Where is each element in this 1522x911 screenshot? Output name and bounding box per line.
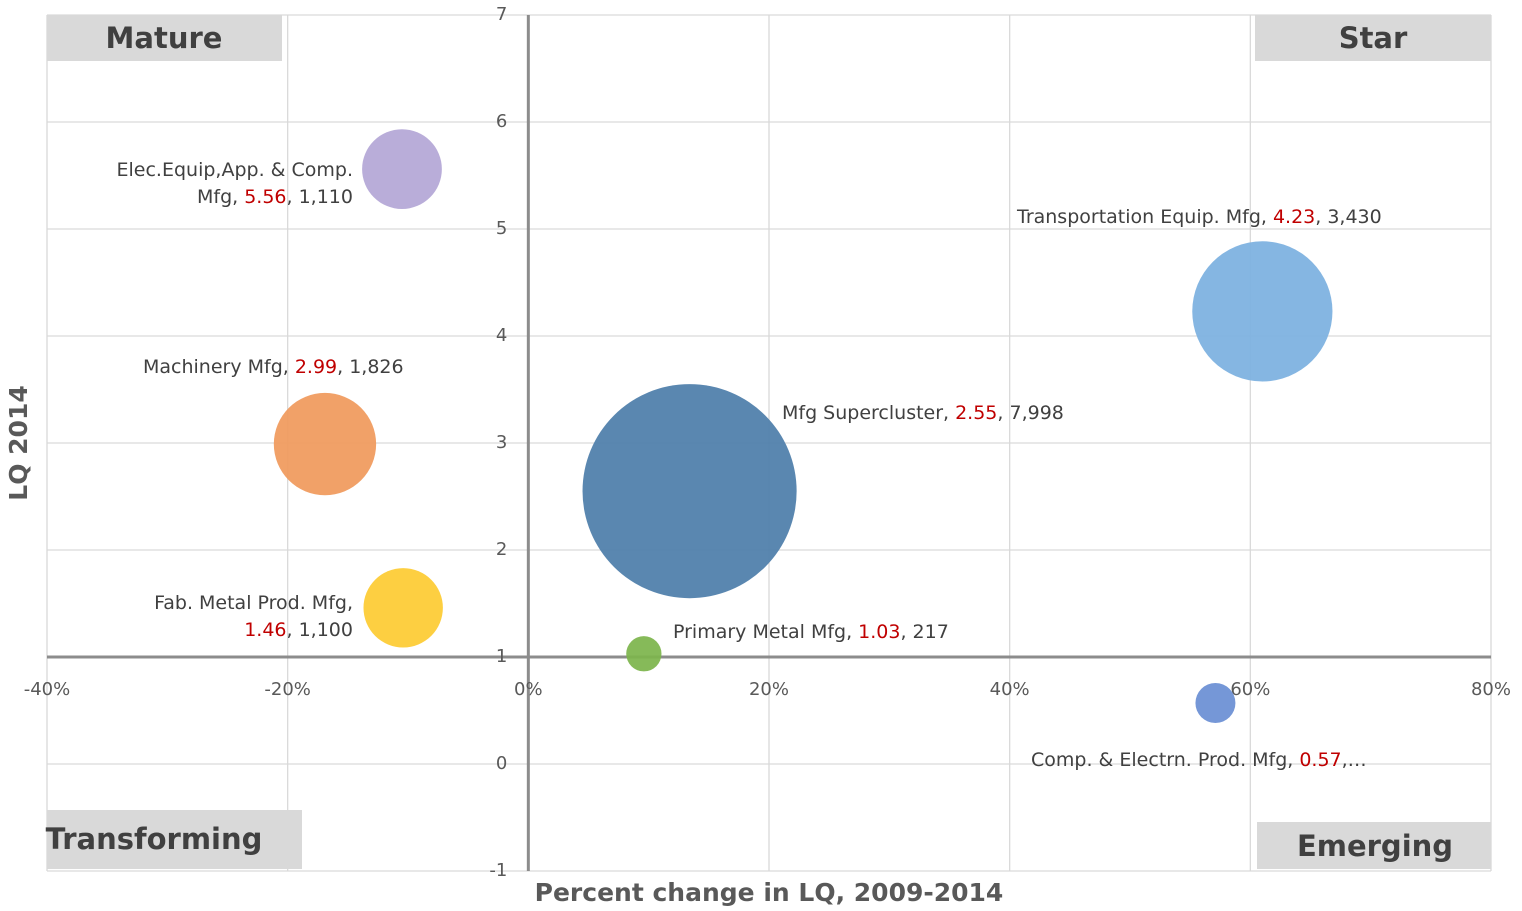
bubble (626, 636, 662, 672)
label-name: Primary Metal Mfg, (673, 621, 852, 643)
label-name: Machinery Mfg, (143, 356, 289, 378)
quadrant-label: Emerging (1297, 829, 1453, 863)
label-name: Mfg, (197, 186, 238, 208)
quadrant-label: Transforming (46, 822, 263, 856)
data-label: 1.46, 1,100 (244, 619, 353, 641)
size-label: , 1,100 (287, 619, 353, 641)
value-label: 1.03 (858, 621, 900, 643)
x-tick-label: -20% (264, 679, 311, 700)
x-tick-label: 20% (749, 679, 789, 700)
data-label: Machinery Mfg, 2.99, 1,826 (143, 356, 404, 378)
data-label: Primary Metal Mfg, 1.03, 217 (673, 621, 949, 643)
label-name: Fab. Metal Prod. Mfg, (154, 592, 353, 614)
bubble (362, 129, 442, 209)
size-label: , 1,110 (287, 186, 353, 208)
x-tick-label: 60% (1230, 679, 1270, 700)
y-tick-label: 1 (496, 646, 507, 667)
label-name: Mfg Supercluster, (782, 402, 949, 424)
size-label: , 7,998 (997, 402, 1063, 424)
data-label: Mfg, 5.56, 1,110 (197, 186, 353, 208)
x-tick-label: 0% (514, 679, 543, 700)
value-label: 0.57 (1299, 749, 1341, 771)
value-label: 4.23 (1273, 206, 1315, 228)
x-tick-label: 80% (1471, 679, 1511, 700)
y-tick-label: 2 (496, 539, 507, 560)
x-axis-title: Percent change in LQ, 2009-2014 (535, 878, 1004, 907)
y-tick-label: -1 (489, 860, 507, 881)
quadrant-box (1257, 822, 1491, 869)
bubble (273, 392, 377, 496)
value-label: 2.99 (295, 356, 337, 378)
size-label: ,… (1342, 749, 1367, 771)
data-label: Comp. & Electrn. Prod. Mfg, 0.57,… (1031, 749, 1367, 771)
y-tick-label: 0 (496, 753, 507, 774)
y-tick-label: 5 (496, 218, 507, 239)
label-name: Comp. & Electrn. Prod. Mfg, (1031, 749, 1293, 771)
value-label: 2.55 (955, 402, 997, 424)
quadrant-box (47, 15, 282, 61)
value-label: 1.46 (244, 619, 286, 641)
bubble (582, 384, 797, 599)
size-label: , 217 (900, 621, 948, 643)
quadrant-box (1255, 15, 1491, 61)
size-label: , 3,430 (1315, 206, 1381, 228)
y-tick-label: 6 (496, 111, 507, 132)
size-label: , 1,826 (337, 356, 403, 378)
data-label: Fab. Metal Prod. Mfg, (154, 592, 353, 614)
bubble (1192, 241, 1333, 382)
quadrant-label: Star (1339, 21, 1408, 55)
y-tick-label: 3 (496, 432, 507, 453)
bubble (1195, 683, 1236, 724)
y-tick-label: 7 (496, 4, 507, 25)
data-label: Transportation Equip. Mfg, 4.23, 3,430 (1016, 206, 1382, 228)
quadrant-label: Mature (106, 21, 223, 55)
x-tick-label: 40% (990, 679, 1030, 700)
quadrant-box (47, 810, 302, 869)
label-name: Transportation Equip. Mfg, (1016, 206, 1267, 228)
value-label: 5.56 (244, 186, 286, 208)
bubble (363, 568, 443, 648)
x-tick-label: -40% (24, 679, 71, 700)
data-label: Elec.Equip,App. & Comp. (117, 159, 354, 181)
y-axis-title: LQ 2014 (4, 385, 33, 500)
data-label: Mfg Supercluster, 2.55, 7,998 (782, 402, 1064, 424)
y-tick-label: 4 (496, 325, 507, 346)
label-name: Elec.Equip,App. & Comp. (117, 159, 354, 181)
